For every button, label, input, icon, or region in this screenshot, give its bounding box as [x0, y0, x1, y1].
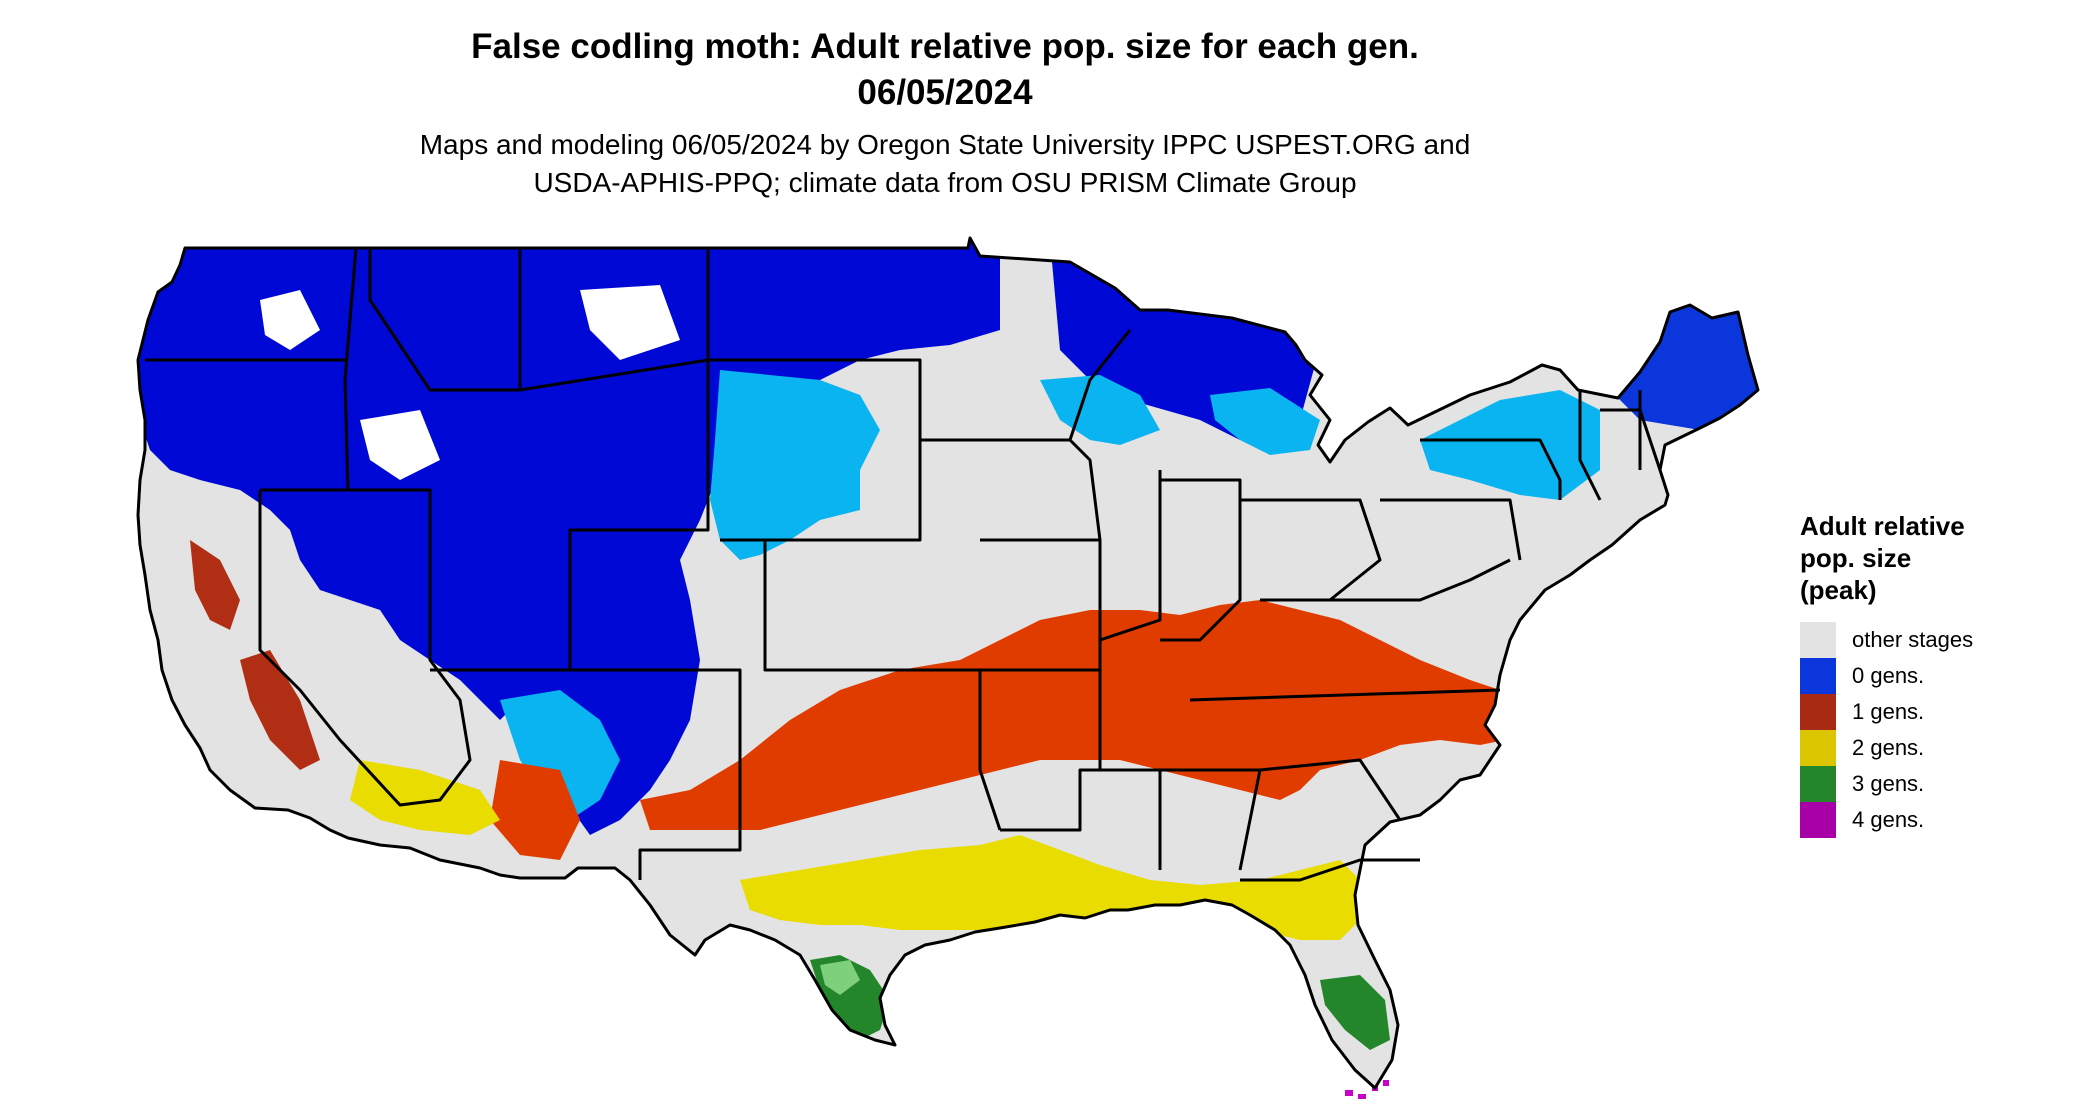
region-2-gens-arizona [350, 760, 500, 835]
region-snow-wyoming [580, 285, 680, 360]
map-subtitle: Maps and modeling 06/05/2024 by Oregon S… [0, 126, 1890, 202]
legend-label: 2 gens. [1852, 735, 1925, 760]
region-light-blue-michigan [1210, 388, 1320, 455]
legend-title: Adult relative pop. size (peak) [1800, 510, 2080, 606]
region-3-gens-texas-light [820, 960, 860, 995]
region-1-gens-nm [490, 760, 580, 860]
legend-item-4-gens: 4 gens. [1800, 802, 2080, 838]
legend-swatch [1800, 622, 1836, 658]
legend-label: 0 gens. [1852, 663, 1925, 688]
map-title: False codling moth: Adult relative pop. … [0, 24, 1890, 116]
legend-swatch [1800, 658, 1836, 694]
legend-swatch [1800, 766, 1836, 802]
subtitle-line-2: USDA-APHIS-PPQ; climate data from OSU PR… [533, 167, 1357, 198]
region-4-gens-keys [1345, 1080, 1389, 1099]
legend-label: 4 gens. [1852, 807, 1925, 832]
legend-swatch [1800, 802, 1836, 838]
legend-label: 1 gens. [1852, 699, 1925, 724]
region-snow-west [260, 290, 320, 350]
state-borders [136, 236, 1760, 1090]
title-line-2: 06/05/2024 [857, 73, 1033, 112]
region-1-gens-west [190, 540, 240, 630]
region-light-blue-plains [710, 370, 880, 560]
region-light-blue-lakes [1040, 375, 1160, 445]
legend-title-line-1: Adult relative [1800, 511, 1965, 541]
legend-title-line-3: (peak) [1800, 575, 1877, 605]
legend-label: 3 gens. [1852, 771, 1925, 796]
legend-title-line-2: pop. size [1800, 543, 1912, 573]
legend-item-2-gens: 2 gens. [1800, 730, 2080, 766]
subtitle-line-1: Maps and modeling 06/05/2024 by Oregon S… [419, 129, 1471, 160]
legend-item-0-gens: 0 gens. [1800, 658, 2080, 694]
legend-label: other stages [1852, 627, 1974, 652]
legend-swatch [1800, 730, 1836, 766]
title-line-1: False codling moth: Adult relative pop. … [471, 27, 1419, 66]
region-1-gens-band [640, 600, 1510, 830]
legend-item-3-gens: 3 gens. [1800, 766, 2080, 802]
legend-swatch [1800, 694, 1836, 730]
region-1-gens-california [240, 650, 320, 770]
region-snow-idaho [360, 410, 440, 480]
legend: Adult relative pop. size (peak) other st… [1800, 510, 2080, 838]
legend-item-1-gens: 1 gens. [1800, 694, 2080, 730]
region-light-blue-southwest [500, 690, 620, 820]
legend-item-other-stages: other stages [1800, 622, 2080, 658]
region-3-gens-florida [1320, 975, 1390, 1050]
